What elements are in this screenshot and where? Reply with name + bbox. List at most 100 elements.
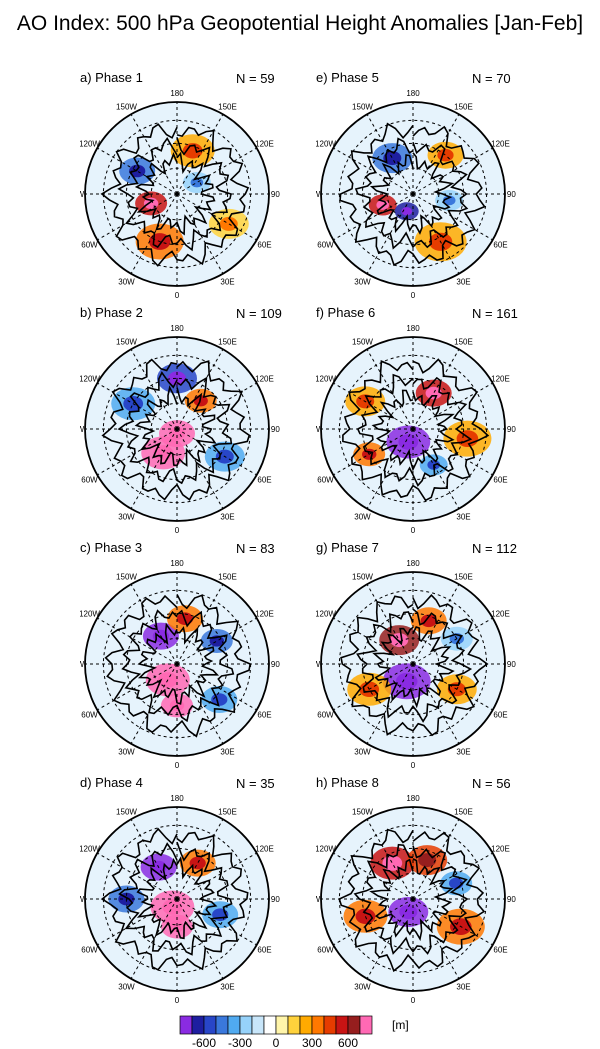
longitude-label: 30W <box>354 278 371 287</box>
longitude-label: 90W <box>316 190 321 199</box>
anomaly-core <box>442 195 456 206</box>
panel-sample-count: N = 83 <box>236 541 275 556</box>
longitude-label: 150W <box>352 808 373 817</box>
longitude-label: 60E <box>257 711 271 720</box>
longitude-label: 180 <box>170 89 184 98</box>
anomaly-core <box>401 207 413 216</box>
longitude-label: 180 <box>170 324 184 333</box>
polar-map: 180 150E 120E 90E 60E 30E 0 30W 60W 90W 120W 150W <box>80 559 280 770</box>
longitude-label: 60E <box>257 241 271 250</box>
longitude-label: 30E <box>220 748 234 757</box>
map-boundary <box>84 571 270 757</box>
longitude-label: 90E <box>271 190 280 199</box>
longitude-label: 30E <box>456 748 470 757</box>
map-boundary <box>320 806 506 992</box>
longitude-label: 30W <box>354 513 371 522</box>
panel-sample-count: N = 56 <box>472 776 511 791</box>
colorbar-unit: [m] <box>392 1018 409 1032</box>
longitude-label: 120E <box>255 140 274 149</box>
panel-sample-count: N = 59 <box>236 71 275 86</box>
longitude-label: 90E <box>507 660 516 669</box>
longitude-label: 120W <box>80 845 100 854</box>
map-boundary <box>320 336 506 522</box>
map-panel: c) Phase 3 N = 83 180 150E 120E 90E 60E 30E 0 30W… <box>80 540 380 775</box>
longitude-label: 60W <box>317 476 334 485</box>
longitude-label: 60W <box>81 946 98 955</box>
longitude-label: 120E <box>491 845 510 854</box>
coastline <box>342 358 490 502</box>
longitude-label: 60E <box>493 241 507 250</box>
longitude-label: 90W <box>80 660 85 669</box>
longitude-label: 150E <box>454 103 473 112</box>
page-title: AO Index: 500 hPa Geopotential Height An… <box>16 12 584 35</box>
longitude-label: 180 <box>406 324 420 333</box>
anomaly-core <box>399 905 418 919</box>
longitude-label: 0 <box>175 526 180 535</box>
longitude-label: 60E <box>493 711 507 720</box>
polar-map: 180 150E 120E 90E 60E 30E 0 30W 60W 90W 120W 150W <box>316 324 516 535</box>
panel-label: b) Phase 2 <box>80 305 143 320</box>
longitude-label: 150W <box>116 103 137 112</box>
longitude-label: 90E <box>271 660 280 669</box>
longitude-label: 60W <box>81 476 98 485</box>
polar-map: 180 150E 120E 90E 60E 30E 0 30W 60W 90W 120W 150W <box>316 89 516 300</box>
coastline <box>338 828 486 973</box>
longitude-label: 120E <box>491 375 510 384</box>
map-panel: e) Phase 5 N = 70 180 150E 120E 90E 60E 30E 0 30W… <box>316 70 600 305</box>
longitude-label: 30E <box>220 983 234 992</box>
longitude-label: 150E <box>218 808 237 817</box>
longitude-label: 180 <box>170 794 184 803</box>
colorbar-swatch <box>227 1015 241 1035</box>
longitude-label: 30W <box>354 983 371 992</box>
anomaly-core <box>219 216 238 231</box>
longitude-label: 0 <box>175 291 180 300</box>
panel-sample-count: N = 112 <box>472 541 517 556</box>
longitude-label: 150E <box>218 338 237 347</box>
longitude-label: 120W <box>316 140 336 149</box>
anomaly-core <box>383 151 402 166</box>
longitude-label: 90E <box>507 190 516 199</box>
panel-sample-count: N = 35 <box>236 776 275 791</box>
colorbar-swatch <box>347 1015 361 1035</box>
map-boundary <box>84 101 270 287</box>
coastline <box>100 827 249 971</box>
colorbar-swatch <box>299 1015 313 1035</box>
longitude-label: 60W <box>317 946 334 955</box>
map-boundary <box>84 336 270 522</box>
panel-label: g) Phase 7 <box>316 540 379 555</box>
colorbar-swatch <box>203 1015 217 1035</box>
longitude-label: 60E <box>493 476 507 485</box>
colorbar-tick-label: -300 <box>228 1036 252 1049</box>
coastline <box>101 358 251 501</box>
map-boundary <box>320 571 506 757</box>
longitude-label: 90W <box>80 190 85 199</box>
longitude-label: 30E <box>456 278 470 287</box>
longitude-label: 180 <box>406 794 420 803</box>
longitude-label: 150E <box>454 338 473 347</box>
longitude-label: 150E <box>454 808 473 817</box>
longitude-label: 60E <box>257 476 271 485</box>
panel-label: c) Phase 3 <box>80 540 143 555</box>
longitude-label: 30E <box>456 513 470 522</box>
colorbar-swatch <box>263 1015 277 1035</box>
polar-map: 180 150E 120E 90E 60E 30E 0 30W 60W 90W 120W 150W <box>316 559 516 770</box>
longitude-label: 60W <box>317 711 334 720</box>
longitude-label: 90E <box>507 425 516 434</box>
map-panel: d) Phase 4 N = 35 180 150E 120E 90E 60E 30E 0 30W… <box>80 775 380 1010</box>
panel-sample-count: N = 70 <box>472 71 511 86</box>
coastline <box>100 123 250 267</box>
colorbar-swatch <box>191 1015 205 1035</box>
longitude-label: 0 <box>411 526 416 535</box>
longitude-label: 180 <box>406 89 420 98</box>
longitude-label: 120E <box>491 140 510 149</box>
map-panel: b) Phase 2 N = 109 180 150E 120E 90E 60E 30E 0 30… <box>80 305 380 540</box>
colorbar: -600 -300 0 300 600 [m] <box>179 1015 409 1049</box>
longitude-label: 180 <box>170 559 184 568</box>
longitude-label: 90E <box>271 425 280 434</box>
longitude-label: 90W <box>316 425 321 434</box>
longitude-label: 90W <box>316 895 321 904</box>
anomaly-core <box>182 143 203 159</box>
longitude-label: 60W <box>317 241 334 250</box>
longitude-label: 150W <box>352 573 373 582</box>
colorbar-swatch <box>323 1015 337 1035</box>
